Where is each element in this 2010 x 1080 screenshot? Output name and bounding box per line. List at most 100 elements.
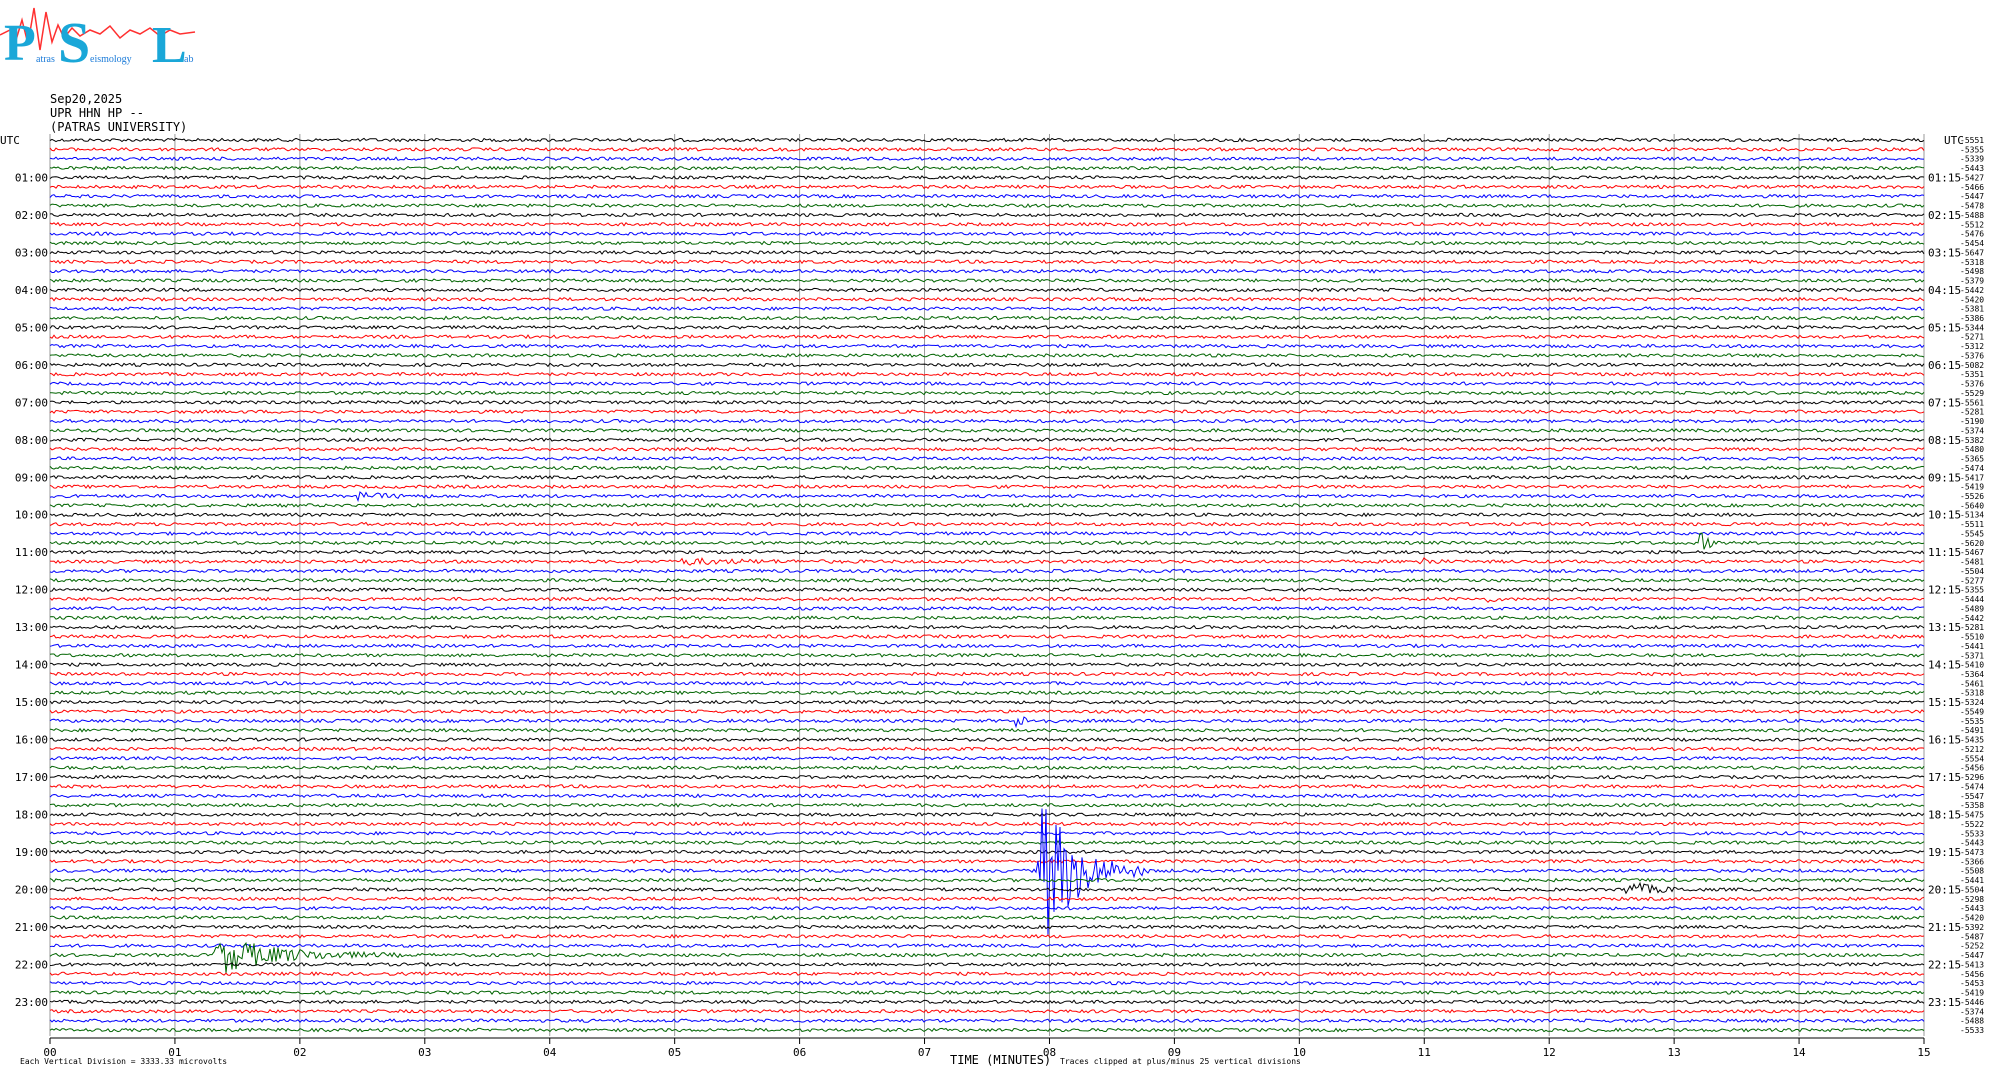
trace-offset-label: -5365: [1960, 455, 1984, 464]
x-tick-label: 01: [168, 1046, 181, 1059]
right-axis-label: UTC: [1944, 134, 1964, 147]
trace-line: [49, 941, 1925, 974]
trace-line: [49, 287, 1925, 293]
trace-line: [49, 924, 1925, 930]
trace-offset-label: -5364: [1960, 670, 1984, 679]
trace-offset-label: -5355: [1960, 586, 1984, 595]
trace-line: [49, 557, 1925, 566]
hour-label-right: 18:15: [1928, 809, 1961, 822]
trace-offset-label: -5381: [1960, 305, 1984, 314]
trace-line: [49, 512, 1925, 518]
trace-offset-label: -5454: [1960, 239, 1984, 248]
trace-line: [49, 896, 1925, 902]
psl-logo: P S L atras eismology ab: [0, 7, 196, 75]
trace-offset-label: -5473: [1960, 848, 1984, 857]
hour-label-right: 11:15: [1928, 546, 1961, 559]
hour-label-left: 06:00: [15, 359, 48, 372]
trace-offset-label: -5489: [1960, 604, 1984, 613]
hour-label-right: 15:15: [1928, 696, 1961, 709]
trace-offset-label: -5620: [1960, 539, 1984, 548]
trace-line: [49, 343, 1925, 349]
trace-offset-label: -5379: [1960, 277, 1984, 286]
hour-label-right: 23:15: [1928, 996, 1961, 1009]
trace-offset-label: -5190: [1960, 417, 1984, 426]
trace-offset-label: -5504: [1960, 567, 1984, 576]
trace-offset-label: -5417: [1960, 473, 1984, 482]
trace-line: [49, 212, 1925, 218]
trace-offset-label: -5447: [1960, 951, 1984, 960]
trace-line: [49, 296, 1925, 302]
left-axis-label: UTC: [0, 134, 20, 147]
x-tick-label: 06: [793, 1046, 806, 1059]
trace-offset-label: -5355: [1960, 145, 1984, 154]
trace-offset-label: -5444: [1960, 595, 1984, 604]
trace-offset-label: -5511: [1960, 520, 1984, 529]
trace-offset-label: -5281: [1960, 408, 1984, 417]
trace-offset-label: -5475: [1960, 811, 1984, 820]
trace-offset-label: -5488: [1960, 1017, 1984, 1026]
trace-offset-label: -5296: [1960, 773, 1984, 782]
trace-line: [49, 943, 1925, 949]
trace-line: [49, 905, 1925, 911]
trace-offset-label: -5376: [1960, 380, 1984, 389]
trace-offset-label: -5647: [1960, 248, 1984, 257]
trace-offset-label: -5547: [1960, 792, 1984, 801]
trace-line: [49, 259, 1925, 265]
trace-line: [49, 624, 1925, 630]
x-tick-label: 08: [1043, 1046, 1056, 1059]
hour-label-right: 21:15: [1928, 921, 1961, 934]
x-tick-label: 15: [1917, 1046, 1930, 1059]
trace-line: [49, 324, 1925, 330]
trace-line: [49, 737, 1925, 743]
trace-offset-label: -5339: [1960, 155, 1984, 164]
trace-offset-label: -5419: [1960, 483, 1984, 492]
trace-line: [49, 165, 1925, 171]
trace-line: [49, 568, 1925, 574]
logo-seismogram-icon: [0, 7, 196, 51]
trace-offset-label: -5420: [1960, 914, 1984, 923]
trace-offset-label: -5271: [1960, 333, 1984, 342]
trace-line: [49, 971, 1925, 977]
trace-offset-label: -5640: [1960, 501, 1984, 510]
hour-label-right: 14:15: [1928, 659, 1961, 672]
scale-note: Each Vertical Division = 3333.33 microvo…: [20, 1057, 227, 1066]
trace-offset-label: -5476: [1960, 230, 1984, 239]
trace-line: [49, 446, 1925, 452]
x-tick-label: 13: [1668, 1046, 1681, 1059]
trace-line: [49, 990, 1925, 995]
hour-label-right: 13:15: [1928, 621, 1961, 634]
trace-offset-label: -5453: [1960, 979, 1984, 988]
trace-offset-label: -5522: [1960, 820, 1984, 829]
logo-text-eismology: eismology: [90, 54, 132, 65]
hour-label-left: 10:00: [15, 509, 48, 522]
trace-offset-label: -5410: [1960, 661, 1984, 670]
trace-offset-label: -5478: [1960, 202, 1984, 211]
trace-line: [49, 858, 1925, 864]
trace-line: [49, 634, 1925, 639]
trace-offset-label: -5252: [1960, 942, 1984, 951]
trace-offset-label: -5533: [1960, 1026, 1984, 1035]
trace-offset-label: -5529: [1960, 389, 1984, 398]
x-axis-title: TIME (MINUTES): [950, 1053, 1051, 1067]
hour-label-left: 19:00: [15, 846, 48, 859]
trace-offset-label: -5366: [1960, 857, 1984, 866]
trace-line: [49, 961, 1925, 967]
trace-line: [49, 699, 1925, 705]
trace-offset-label: -5551: [1960, 136, 1984, 145]
trace-offset-label: -5491: [1960, 726, 1984, 735]
trace-line: [49, 409, 1925, 415]
trace-offset-label: -5488: [1960, 211, 1984, 220]
hour-label-left: 17:00: [15, 771, 48, 784]
hour-label-right: 17:15: [1928, 771, 1961, 784]
trace-offset-label: -5318: [1960, 258, 1984, 267]
trace-offset-label: -5461: [1960, 679, 1984, 688]
trace-line: [49, 532, 1925, 550]
trace-line: [49, 371, 1925, 377]
trace-offset-label: -5374: [1960, 1007, 1984, 1016]
trace-offset-label: -5533: [1960, 829, 1984, 838]
header-station: UPR HHN HP --: [50, 106, 144, 120]
hour-label-right: 04:15: [1928, 284, 1961, 297]
hour-label-left: 09:00: [15, 471, 48, 484]
trace-line: [49, 521, 1925, 527]
trace-offset-label: -5298: [1960, 895, 1984, 904]
